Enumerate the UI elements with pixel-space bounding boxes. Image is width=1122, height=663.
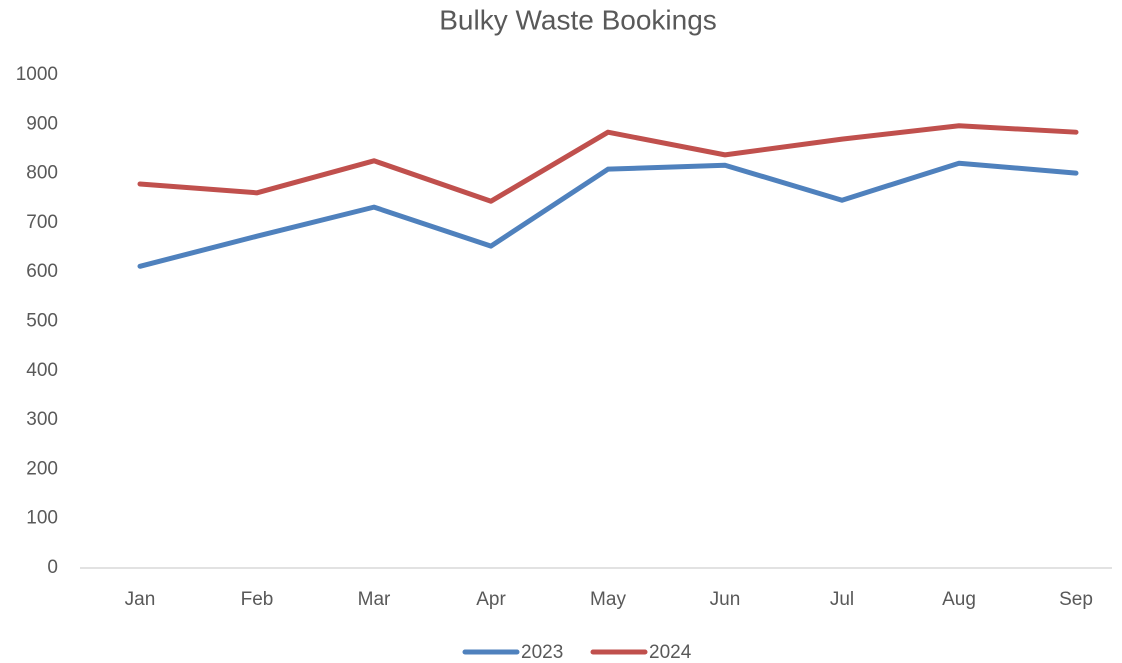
y-tick-label: 600 xyxy=(26,261,58,282)
x-tick-label: Jul xyxy=(830,589,854,610)
line-series xyxy=(137,160,1079,269)
y-tick-label: 500 xyxy=(26,311,58,332)
y-tick-label: 800 xyxy=(26,163,58,184)
x-tick-label: Apr xyxy=(476,589,506,610)
chart-title: Bulky Waste Bookings xyxy=(439,4,717,35)
x-tick-label: Jun xyxy=(710,589,741,610)
y-tick-label: 200 xyxy=(26,458,58,479)
legend-label: 2023 xyxy=(521,642,563,663)
y-tick-label: 0 xyxy=(47,557,58,578)
x-tick-label: Jan xyxy=(125,589,156,610)
x-tick-label: Sep xyxy=(1059,589,1093,610)
y-tick-label: 300 xyxy=(26,409,58,430)
x-tick-label: Mar xyxy=(358,589,391,610)
x-tick-label: May xyxy=(590,589,626,610)
line-series xyxy=(137,123,1079,204)
y-tick-label: 400 xyxy=(26,360,58,381)
y-tick-label: 1000 xyxy=(16,64,58,85)
y-tick-label: 700 xyxy=(26,212,58,233)
y-tick-label: 100 xyxy=(26,508,58,529)
x-tick-label: Feb xyxy=(241,589,274,610)
legend-label: 2024 xyxy=(649,642,692,663)
y-tick-label: 900 xyxy=(26,113,58,134)
x-tick-label: Aug xyxy=(942,589,976,610)
